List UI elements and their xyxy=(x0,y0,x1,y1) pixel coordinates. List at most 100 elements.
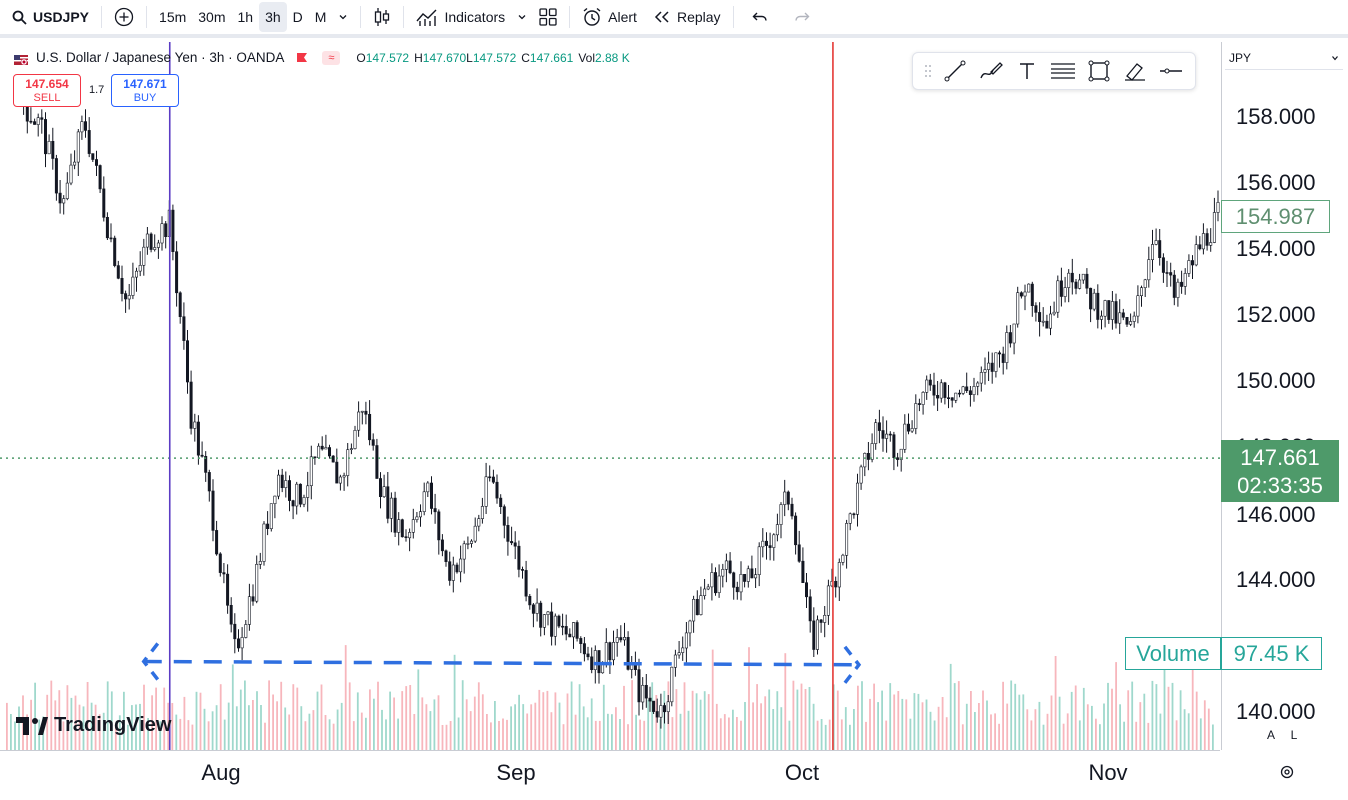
volume-bar xyxy=(223,719,226,750)
volume-bar xyxy=(699,699,702,750)
interval-30m[interactable]: 30m xyxy=(198,9,226,25)
drag-handle-icon[interactable] xyxy=(919,56,937,86)
candle-body xyxy=(783,491,787,505)
add-symbol-button[interactable] xyxy=(108,2,140,32)
brush-icon[interactable] xyxy=(973,56,1009,86)
candle-body xyxy=(1209,242,1213,246)
candle-body xyxy=(703,588,707,596)
volume-bar xyxy=(1212,724,1214,750)
volume-bar xyxy=(675,689,678,750)
rectangle-icon[interactable] xyxy=(1081,56,1117,86)
horizontal-line-icon[interactable] xyxy=(1153,56,1189,86)
candle-body xyxy=(357,411,361,431)
candle-body xyxy=(1191,260,1195,266)
separator xyxy=(146,6,148,28)
volume-bar xyxy=(836,690,839,750)
candle-body xyxy=(444,550,448,562)
volume-bar xyxy=(639,719,641,750)
trend-line-icon[interactable] xyxy=(937,56,973,86)
text-icon[interactable] xyxy=(1009,56,1045,86)
tradingview-logo[interactable]: TradingView xyxy=(16,714,171,737)
interval-3h[interactable]: 3h xyxy=(259,2,287,32)
log-scale-button[interactable]: L xyxy=(1290,727,1298,742)
redo-icon xyxy=(794,10,810,24)
candle-body xyxy=(1125,316,1129,325)
volume-bar xyxy=(110,691,113,750)
candle-body xyxy=(276,474,280,497)
candle-body xyxy=(306,485,310,498)
chart-pane[interactable] xyxy=(0,42,1220,750)
candle-body xyxy=(226,573,230,606)
volume-bar xyxy=(598,720,601,750)
interval-dropdown[interactable] xyxy=(332,2,354,32)
interval-d[interactable]: D xyxy=(292,9,303,25)
legend-title[interactable]: U.S. Dollar / Japanese Yen · 3h · OANDA xyxy=(36,50,285,65)
auto-scale-button[interactable]: A xyxy=(1266,727,1275,742)
volume-bar xyxy=(486,714,488,750)
candle-body xyxy=(262,523,266,562)
candle-body xyxy=(186,340,190,383)
candle-body xyxy=(808,596,812,622)
interval-15m[interactable]: 15m xyxy=(159,9,187,25)
legend-badge[interactable]: ≈ xyxy=(322,50,341,65)
interval-m[interactable]: M xyxy=(314,9,327,25)
candle-body xyxy=(371,439,375,446)
undo-button[interactable] xyxy=(746,2,774,32)
candle-body xyxy=(244,624,248,638)
price-chart[interactable] xyxy=(0,42,1220,750)
interval-1h[interactable]: 1h xyxy=(237,9,254,25)
candle-body xyxy=(342,475,346,478)
volume-bar xyxy=(655,695,658,750)
price-tick: 158.000 xyxy=(1236,104,1316,129)
volume-bar xyxy=(1171,682,1174,750)
indicators-dropdown[interactable] xyxy=(511,2,533,32)
volume-bar xyxy=(377,681,379,750)
buy-button[interactable]: 147.671 BUY xyxy=(111,74,179,107)
volume-bar xyxy=(687,710,690,750)
sell-button[interactable]: 147.654 SELL xyxy=(13,74,81,107)
candle-body xyxy=(1016,292,1020,325)
candle-body xyxy=(713,572,717,594)
separator xyxy=(403,6,405,28)
candle-body xyxy=(131,276,135,296)
candle-body xyxy=(1194,244,1198,266)
price-axis[interactable] xyxy=(1221,42,1348,750)
time-axis[interactable] xyxy=(0,750,1220,800)
volume-bar xyxy=(272,694,274,750)
chart-type-button[interactable] xyxy=(367,2,397,32)
chevron-down-icon xyxy=(338,12,348,22)
price-tick: 140.000 xyxy=(1236,699,1316,724)
volume-bar xyxy=(118,715,121,750)
layout-button[interactable] xyxy=(533,2,563,32)
volume-bar xyxy=(381,709,383,750)
chevron-down-icon xyxy=(517,12,527,22)
volume-bar xyxy=(695,693,698,750)
highlighter-icon[interactable] xyxy=(1117,56,1153,86)
replay-button[interactable]: Replay xyxy=(647,2,727,32)
candle-body xyxy=(834,580,838,588)
volume-bar xyxy=(1002,681,1004,750)
currency-selector[interactable]: JPY xyxy=(1225,46,1343,70)
chart-settings-button[interactable] xyxy=(1277,764,1297,784)
volume-bar xyxy=(167,702,170,750)
redo-button[interactable] xyxy=(788,2,816,32)
fib-icon[interactable] xyxy=(1045,56,1081,86)
volume-bar xyxy=(260,705,262,750)
buy-price: 147.671 xyxy=(123,77,167,91)
volume-bar xyxy=(1159,713,1162,750)
candle-body xyxy=(965,386,969,391)
candle-body xyxy=(196,421,200,456)
alert-button[interactable]: Alert xyxy=(576,2,643,32)
indicators-button[interactable]: Indicators xyxy=(410,2,511,32)
candle-body xyxy=(433,508,437,513)
volume-bar xyxy=(143,684,145,750)
candle-body xyxy=(684,632,688,649)
legend-flag-marker-icon[interactable] xyxy=(296,52,308,64)
volume-bar xyxy=(10,714,12,750)
candle-body xyxy=(673,654,677,668)
candle-body xyxy=(987,362,991,370)
volume-bar xyxy=(1042,724,1045,750)
volume-value: 2.88 K xyxy=(595,50,630,65)
symbol-search[interactable]: USDJPY xyxy=(6,2,95,32)
volume-title-label[interactable]: Volume xyxy=(1125,637,1221,670)
